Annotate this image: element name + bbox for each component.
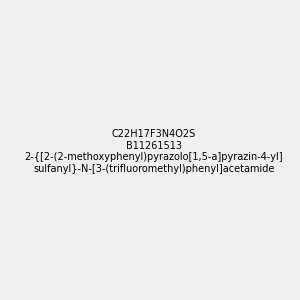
Text: C22H17F3N4O2S
B11261513
2-{[2-(2-methoxyphenyl)pyrazolo[1,5-a]pyrazin-4-yl]
sulf: C22H17F3N4O2S B11261513 2-{[2-(2-methoxy… [24, 129, 283, 174]
